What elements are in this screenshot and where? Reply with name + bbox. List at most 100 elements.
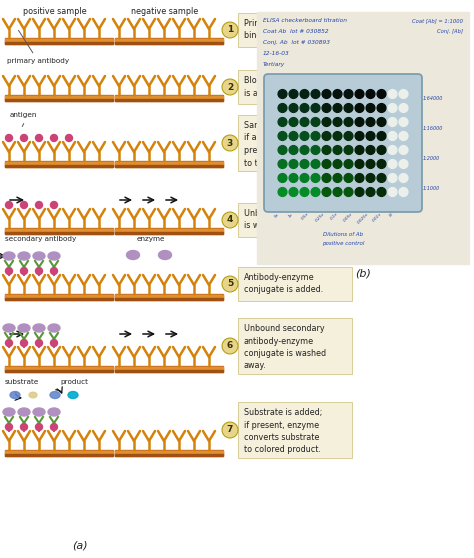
Circle shape — [388, 174, 397, 182]
Circle shape — [51, 339, 57, 347]
Circle shape — [399, 90, 408, 98]
Circle shape — [51, 134, 57, 142]
Text: antigen: antigen — [10, 112, 37, 118]
Text: Coat Ab  lot # 030852: Coat Ab lot # 030852 — [263, 29, 328, 34]
Circle shape — [222, 79, 238, 95]
Circle shape — [300, 146, 309, 155]
Circle shape — [278, 118, 287, 127]
Text: 5x: 5x — [274, 212, 280, 218]
Text: 4: 4 — [227, 215, 233, 224]
Text: NI: NI — [388, 212, 394, 218]
Text: Conj. Ab  lot # 030893: Conj. Ab lot # 030893 — [263, 40, 330, 45]
FancyBboxPatch shape — [115, 370, 223, 372]
Ellipse shape — [3, 408, 15, 416]
Circle shape — [355, 187, 364, 196]
Text: 0.01x: 0.01x — [372, 212, 383, 223]
Circle shape — [20, 201, 27, 209]
Circle shape — [222, 212, 238, 228]
Circle shape — [388, 146, 397, 155]
Text: 2: 2 — [227, 83, 233, 92]
FancyBboxPatch shape — [5, 38, 113, 44]
Text: 1: 1 — [227, 26, 233, 35]
Circle shape — [344, 132, 353, 141]
Circle shape — [20, 267, 27, 275]
Circle shape — [289, 187, 298, 196]
FancyBboxPatch shape — [115, 367, 223, 370]
Text: 1:64000: 1:64000 — [423, 95, 443, 100]
Circle shape — [333, 118, 342, 127]
Circle shape — [222, 276, 238, 292]
Ellipse shape — [3, 324, 15, 332]
Text: Tertiary: Tertiary — [263, 62, 285, 67]
Circle shape — [6, 201, 12, 209]
Circle shape — [278, 132, 287, 141]
FancyBboxPatch shape — [264, 74, 422, 212]
Text: Substrate is added;
if present, enzyme
converts substrate
to colored product.: Substrate is added; if present, enzyme c… — [244, 408, 322, 455]
FancyBboxPatch shape — [115, 454, 223, 456]
Circle shape — [300, 118, 309, 127]
FancyBboxPatch shape — [5, 298, 113, 300]
FancyBboxPatch shape — [115, 162, 223, 165]
Ellipse shape — [18, 408, 30, 416]
Circle shape — [377, 174, 386, 182]
FancyBboxPatch shape — [115, 165, 223, 167]
Circle shape — [377, 104, 386, 112]
Ellipse shape — [68, 392, 78, 398]
Circle shape — [36, 134, 43, 142]
Circle shape — [322, 104, 331, 112]
Circle shape — [289, 104, 298, 112]
FancyBboxPatch shape — [5, 42, 113, 44]
Circle shape — [388, 118, 397, 127]
Circle shape — [344, 146, 353, 155]
FancyBboxPatch shape — [115, 42, 223, 44]
Circle shape — [399, 146, 408, 155]
FancyBboxPatch shape — [5, 367, 113, 370]
Ellipse shape — [33, 252, 45, 260]
FancyBboxPatch shape — [5, 228, 113, 234]
FancyBboxPatch shape — [5, 161, 113, 167]
Text: 7: 7 — [227, 426, 233, 435]
FancyBboxPatch shape — [5, 295, 113, 298]
Circle shape — [366, 90, 375, 98]
FancyBboxPatch shape — [115, 295, 223, 298]
Circle shape — [366, 132, 375, 141]
Ellipse shape — [18, 324, 30, 332]
Circle shape — [300, 160, 309, 169]
Text: Antibody-enzyme
conjugate is added.: Antibody-enzyme conjugate is added. — [244, 273, 323, 295]
Text: 6: 6 — [227, 341, 233, 350]
Circle shape — [322, 132, 331, 141]
Circle shape — [20, 339, 27, 347]
FancyBboxPatch shape — [5, 99, 113, 101]
Circle shape — [311, 90, 320, 98]
Ellipse shape — [18, 252, 30, 260]
Circle shape — [377, 132, 386, 141]
Circle shape — [36, 424, 43, 431]
Circle shape — [388, 132, 397, 141]
Circle shape — [333, 146, 342, 155]
Circle shape — [388, 187, 397, 196]
Circle shape — [51, 267, 57, 275]
Text: secondary antibody: secondary antibody — [5, 236, 76, 242]
Text: 0.25x: 0.25x — [314, 212, 326, 223]
Ellipse shape — [127, 251, 139, 259]
Text: 1x: 1x — [288, 212, 294, 218]
FancyBboxPatch shape — [238, 203, 352, 237]
Circle shape — [388, 160, 397, 169]
Circle shape — [355, 118, 364, 127]
Circle shape — [399, 174, 408, 182]
Circle shape — [355, 160, 364, 169]
Circle shape — [366, 160, 375, 169]
FancyBboxPatch shape — [5, 39, 113, 42]
Circle shape — [322, 160, 331, 169]
Circle shape — [65, 134, 73, 142]
Circle shape — [355, 90, 364, 98]
FancyBboxPatch shape — [115, 99, 223, 101]
Circle shape — [289, 146, 298, 155]
FancyBboxPatch shape — [5, 294, 113, 300]
FancyBboxPatch shape — [257, 12, 469, 264]
FancyBboxPatch shape — [115, 96, 223, 99]
Text: 1:2000: 1:2000 — [423, 156, 440, 161]
FancyBboxPatch shape — [5, 232, 113, 234]
Circle shape — [322, 118, 331, 127]
FancyBboxPatch shape — [5, 450, 113, 456]
